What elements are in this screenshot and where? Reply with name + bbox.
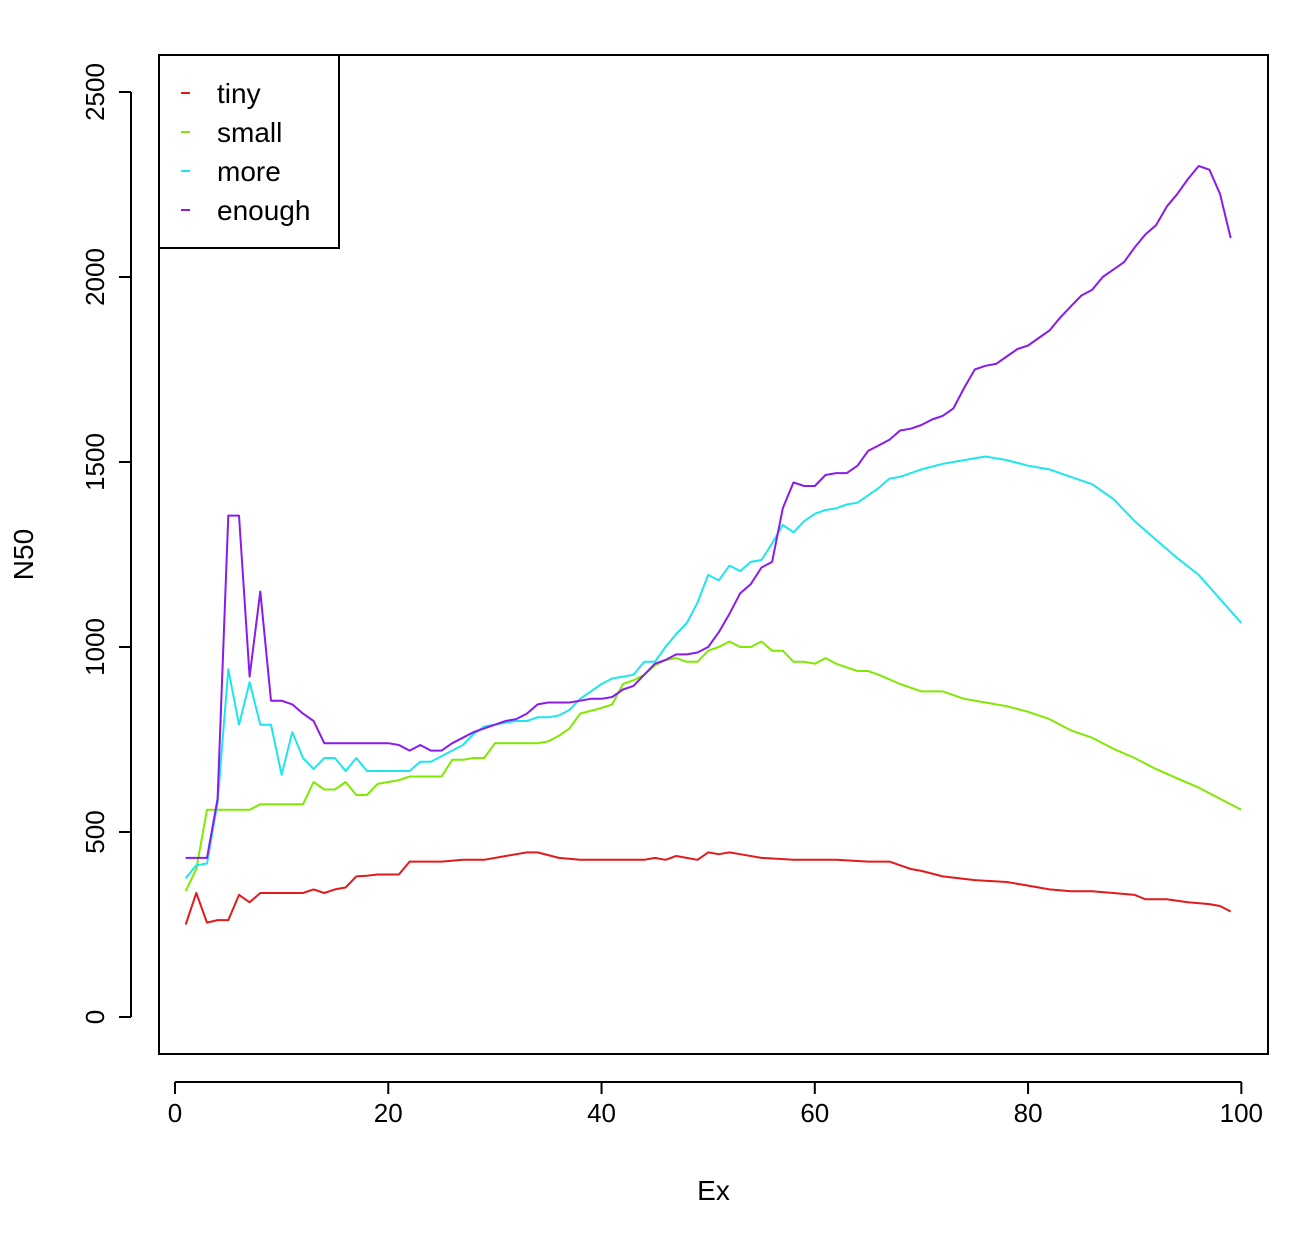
legend-box: [158, 54, 340, 249]
y-tick-label: 2000: [80, 248, 110, 306]
y-tick-label: 1000: [80, 618, 110, 676]
series-layer: [184, 165, 1243, 925]
legend-label: enough: [217, 195, 310, 226]
y-axis: 0 500 1000 1500 2000 2500: [80, 63, 132, 1024]
x-tick-label: 80: [1014, 1098, 1043, 1128]
y-tick-label: 1500: [80, 433, 110, 491]
series-line-small: [184, 640, 1242, 892]
y-axis-title: N50: [8, 529, 39, 580]
series-line-more: [184, 455, 1243, 879]
legend: tiny small more enough: [158, 54, 340, 249]
y-tick-label: 500: [80, 810, 110, 853]
y-tick-label: 0: [80, 1010, 110, 1024]
x-tick-label: 100: [1220, 1098, 1263, 1128]
legend-label: small: [217, 117, 282, 148]
x-axis: 0 20 40 60 80 100: [168, 1081, 1263, 1128]
x-tick-label: 40: [587, 1098, 616, 1128]
x-tick-label: 20: [374, 1098, 403, 1128]
series-line-enough: [185, 165, 1232, 859]
y-tick-label: 2500: [80, 63, 110, 121]
legend-label: tiny: [217, 78, 261, 109]
x-axis-title: Ex: [697, 1175, 730, 1206]
x-tick-label: 60: [800, 1098, 829, 1128]
x-tick-label: 0: [168, 1098, 182, 1128]
plot-frame: [158, 54, 1269, 1055]
legend-label: more: [217, 156, 281, 187]
series-line-tiny: [184, 851, 1232, 925]
